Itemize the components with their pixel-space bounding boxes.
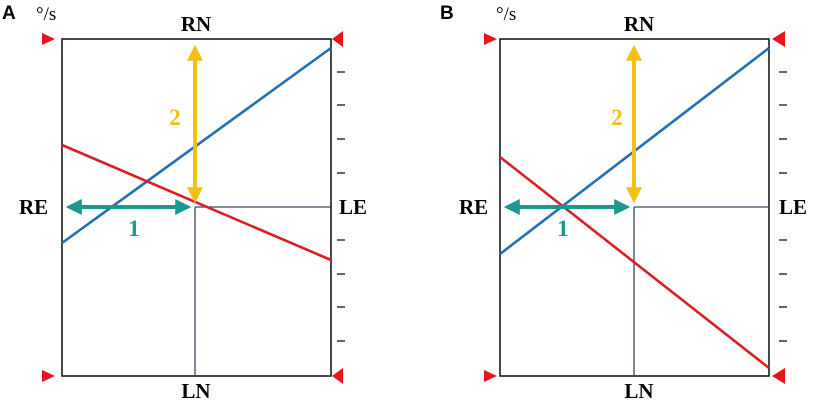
marker-triangle: [42, 33, 55, 45]
label-left: RE: [19, 195, 48, 219]
panel-b: B °/s RN LN RE LE 2 1: [440, 3, 807, 403]
label-bottom: LN: [624, 379, 653, 403]
arrow-label-vertical: 2: [169, 105, 181, 130]
unit-label: °/s: [36, 4, 56, 25]
label-right: LE: [779, 195, 807, 219]
arrow-label-vertical: 2: [611, 105, 623, 130]
unit-label: °/s: [496, 4, 516, 25]
red-line: [499, 155, 770, 370]
marker-triangle: [332, 368, 343, 384]
label-left: RE: [459, 195, 488, 219]
label-right: LE: [339, 195, 367, 219]
tick-marks: [337, 71, 345, 342]
marker-triangle: [42, 370, 55, 382]
marker-triangle: [332, 31, 343, 47]
arrow-label-horizontal: 1: [128, 216, 140, 241]
arrow-label-horizontal: 1: [557, 216, 569, 241]
panel-letter: B: [440, 3, 454, 24]
label-top: RN: [624, 12, 654, 36]
label-bottom: LN: [181, 379, 210, 403]
panel-a: A °/s RN: [2, 3, 367, 403]
marker-triangle: [484, 370, 497, 382]
corner-markers: [484, 31, 785, 384]
tick-marks: [779, 71, 787, 342]
marker-triangle: [772, 31, 785, 47]
marker-triangle: [772, 368, 785, 384]
corner-markers: [42, 31, 343, 384]
marker-triangle: [484, 33, 497, 45]
panel-letter: A: [2, 3, 16, 24]
label-top: RN: [181, 12, 211, 36]
